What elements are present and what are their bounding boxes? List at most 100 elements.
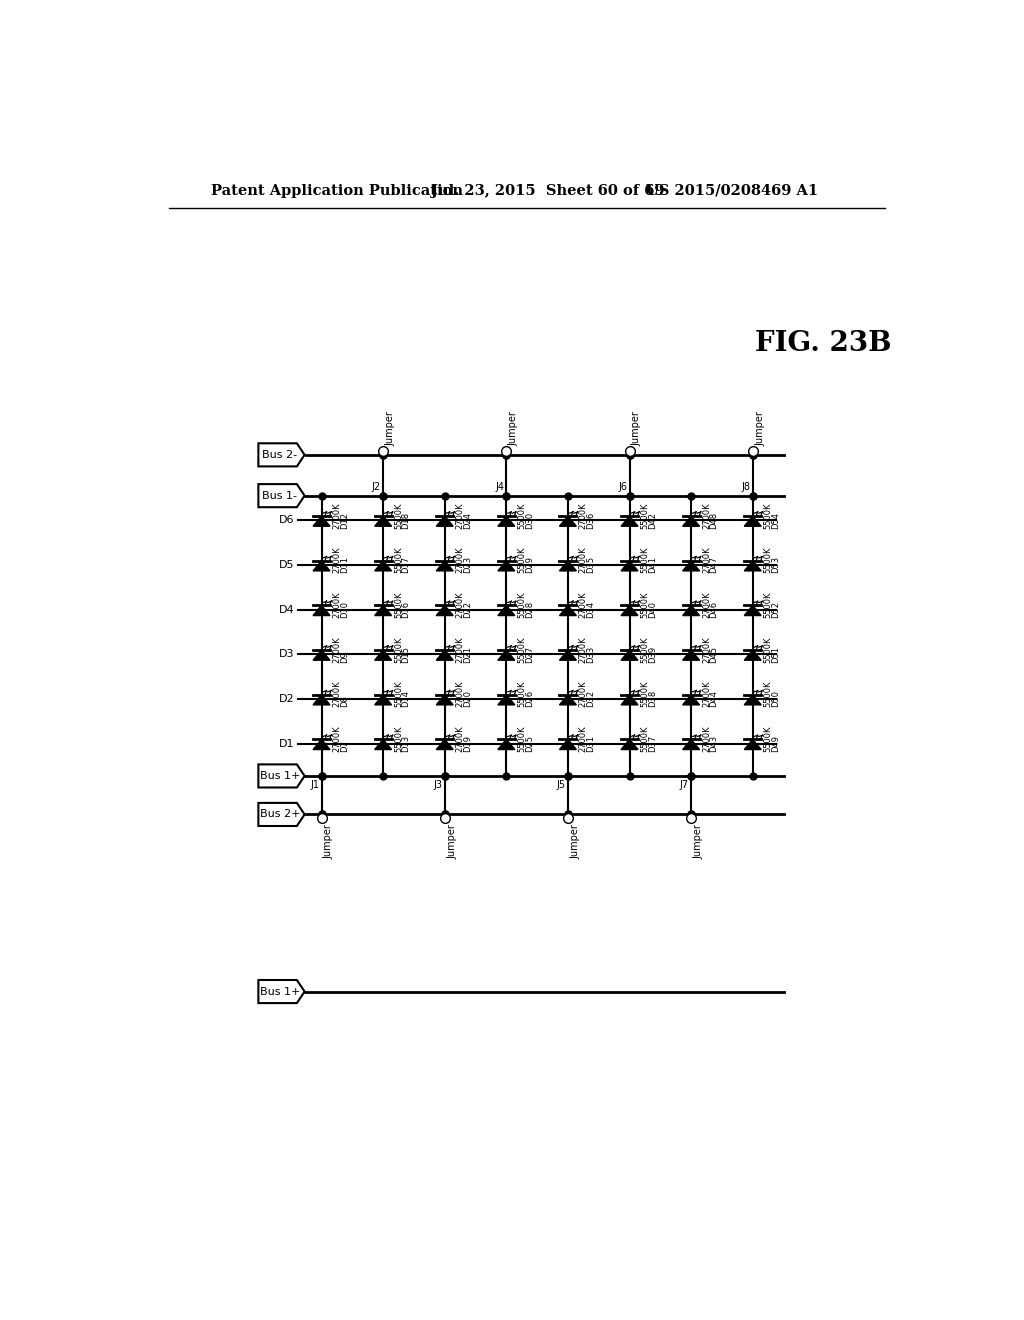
Text: FIG. 23B: FIG. 23B — [756, 330, 892, 356]
Text: 5500K: 5500K — [764, 725, 772, 752]
Text: D14: D14 — [401, 690, 411, 708]
Text: 2700K: 2700K — [333, 502, 341, 528]
Text: D42: D42 — [648, 512, 657, 528]
Text: D46: D46 — [710, 601, 719, 618]
Polygon shape — [258, 803, 304, 826]
Text: D8: D8 — [340, 696, 349, 708]
Polygon shape — [436, 606, 454, 615]
Text: 5500K: 5500K — [394, 546, 402, 573]
Text: 5500K: 5500K — [764, 591, 772, 618]
Text: D25: D25 — [524, 735, 534, 752]
Text: 2700K: 2700K — [456, 725, 465, 752]
Polygon shape — [744, 516, 761, 527]
Text: D21: D21 — [463, 645, 472, 663]
Polygon shape — [498, 739, 515, 750]
Text: 5500K: 5500K — [764, 681, 772, 708]
Text: D32: D32 — [587, 690, 595, 708]
Polygon shape — [744, 694, 761, 705]
Text: D27: D27 — [524, 645, 534, 663]
Text: 2700K: 2700K — [701, 502, 711, 528]
Text: D41: D41 — [648, 556, 657, 573]
Text: Jumper: Jumper — [570, 824, 581, 858]
Text: 5500K: 5500K — [640, 502, 649, 528]
Polygon shape — [621, 516, 638, 527]
Text: D9: D9 — [340, 651, 349, 663]
Text: 5500K: 5500K — [394, 681, 402, 708]
Polygon shape — [436, 561, 454, 570]
Polygon shape — [621, 561, 638, 570]
Text: 2700K: 2700K — [333, 725, 341, 752]
Text: J6: J6 — [618, 482, 628, 492]
Text: 5500K: 5500K — [517, 681, 526, 708]
Polygon shape — [436, 516, 454, 527]
Polygon shape — [258, 484, 304, 507]
Polygon shape — [559, 694, 577, 705]
Text: 5500K: 5500K — [394, 636, 402, 663]
Text: 2700K: 2700K — [456, 502, 465, 528]
Text: D29: D29 — [524, 556, 534, 573]
Text: 2700K: 2700K — [701, 591, 711, 618]
Text: 5500K: 5500K — [394, 502, 402, 528]
Text: J8: J8 — [741, 482, 751, 492]
Polygon shape — [621, 649, 638, 660]
Text: 5500K: 5500K — [640, 546, 649, 573]
Text: Bus 1+: Bus 1+ — [260, 986, 300, 997]
Text: Jumper: Jumper — [509, 411, 518, 446]
Text: J5: J5 — [556, 780, 565, 789]
Polygon shape — [559, 606, 577, 615]
Text: 2700K: 2700K — [579, 636, 588, 663]
Polygon shape — [621, 739, 638, 750]
Polygon shape — [621, 606, 638, 615]
Text: 2700K: 2700K — [701, 725, 711, 752]
Text: 5500K: 5500K — [764, 636, 772, 663]
Text: D36: D36 — [587, 511, 595, 528]
Text: D17: D17 — [401, 556, 411, 573]
Polygon shape — [436, 649, 454, 660]
Text: D28: D28 — [524, 601, 534, 618]
Text: 2700K: 2700K — [579, 591, 588, 618]
Text: D24: D24 — [463, 512, 472, 528]
Text: 5500K: 5500K — [764, 502, 772, 528]
Text: D44: D44 — [710, 690, 719, 708]
Polygon shape — [436, 694, 454, 705]
Text: 2700K: 2700K — [701, 546, 711, 573]
Polygon shape — [375, 606, 391, 615]
Text: 5500K: 5500K — [764, 546, 772, 573]
Polygon shape — [498, 561, 515, 570]
Text: D47: D47 — [710, 556, 719, 573]
Polygon shape — [498, 606, 515, 615]
Polygon shape — [683, 739, 699, 750]
Polygon shape — [258, 444, 304, 466]
Polygon shape — [436, 739, 454, 750]
Polygon shape — [375, 649, 391, 660]
Text: D2: D2 — [279, 694, 295, 704]
Text: 5500K: 5500K — [394, 725, 402, 752]
Text: J7: J7 — [680, 780, 689, 789]
Polygon shape — [621, 694, 638, 705]
Text: D10: D10 — [340, 601, 349, 618]
Polygon shape — [559, 739, 577, 750]
Text: 2700K: 2700K — [333, 681, 341, 708]
Text: D3: D3 — [280, 649, 295, 659]
Text: D4: D4 — [279, 605, 295, 615]
Polygon shape — [258, 764, 304, 788]
Text: 2700K: 2700K — [333, 591, 341, 618]
Text: D33: D33 — [587, 645, 595, 663]
Text: D30: D30 — [524, 511, 534, 528]
Text: D50: D50 — [771, 690, 780, 708]
Polygon shape — [498, 694, 515, 705]
Text: D13: D13 — [401, 735, 411, 752]
Text: D5: D5 — [280, 560, 295, 570]
Polygon shape — [375, 694, 391, 705]
Polygon shape — [258, 979, 304, 1003]
Polygon shape — [559, 561, 577, 570]
Polygon shape — [744, 739, 761, 750]
Polygon shape — [313, 561, 330, 570]
Text: D6: D6 — [280, 515, 295, 525]
Text: US 2015/0208469 A1: US 2015/0208469 A1 — [646, 183, 818, 198]
Polygon shape — [375, 516, 391, 527]
Text: D20: D20 — [463, 690, 472, 708]
Text: 5500K: 5500K — [640, 591, 649, 618]
Polygon shape — [683, 694, 699, 705]
Polygon shape — [313, 516, 330, 527]
